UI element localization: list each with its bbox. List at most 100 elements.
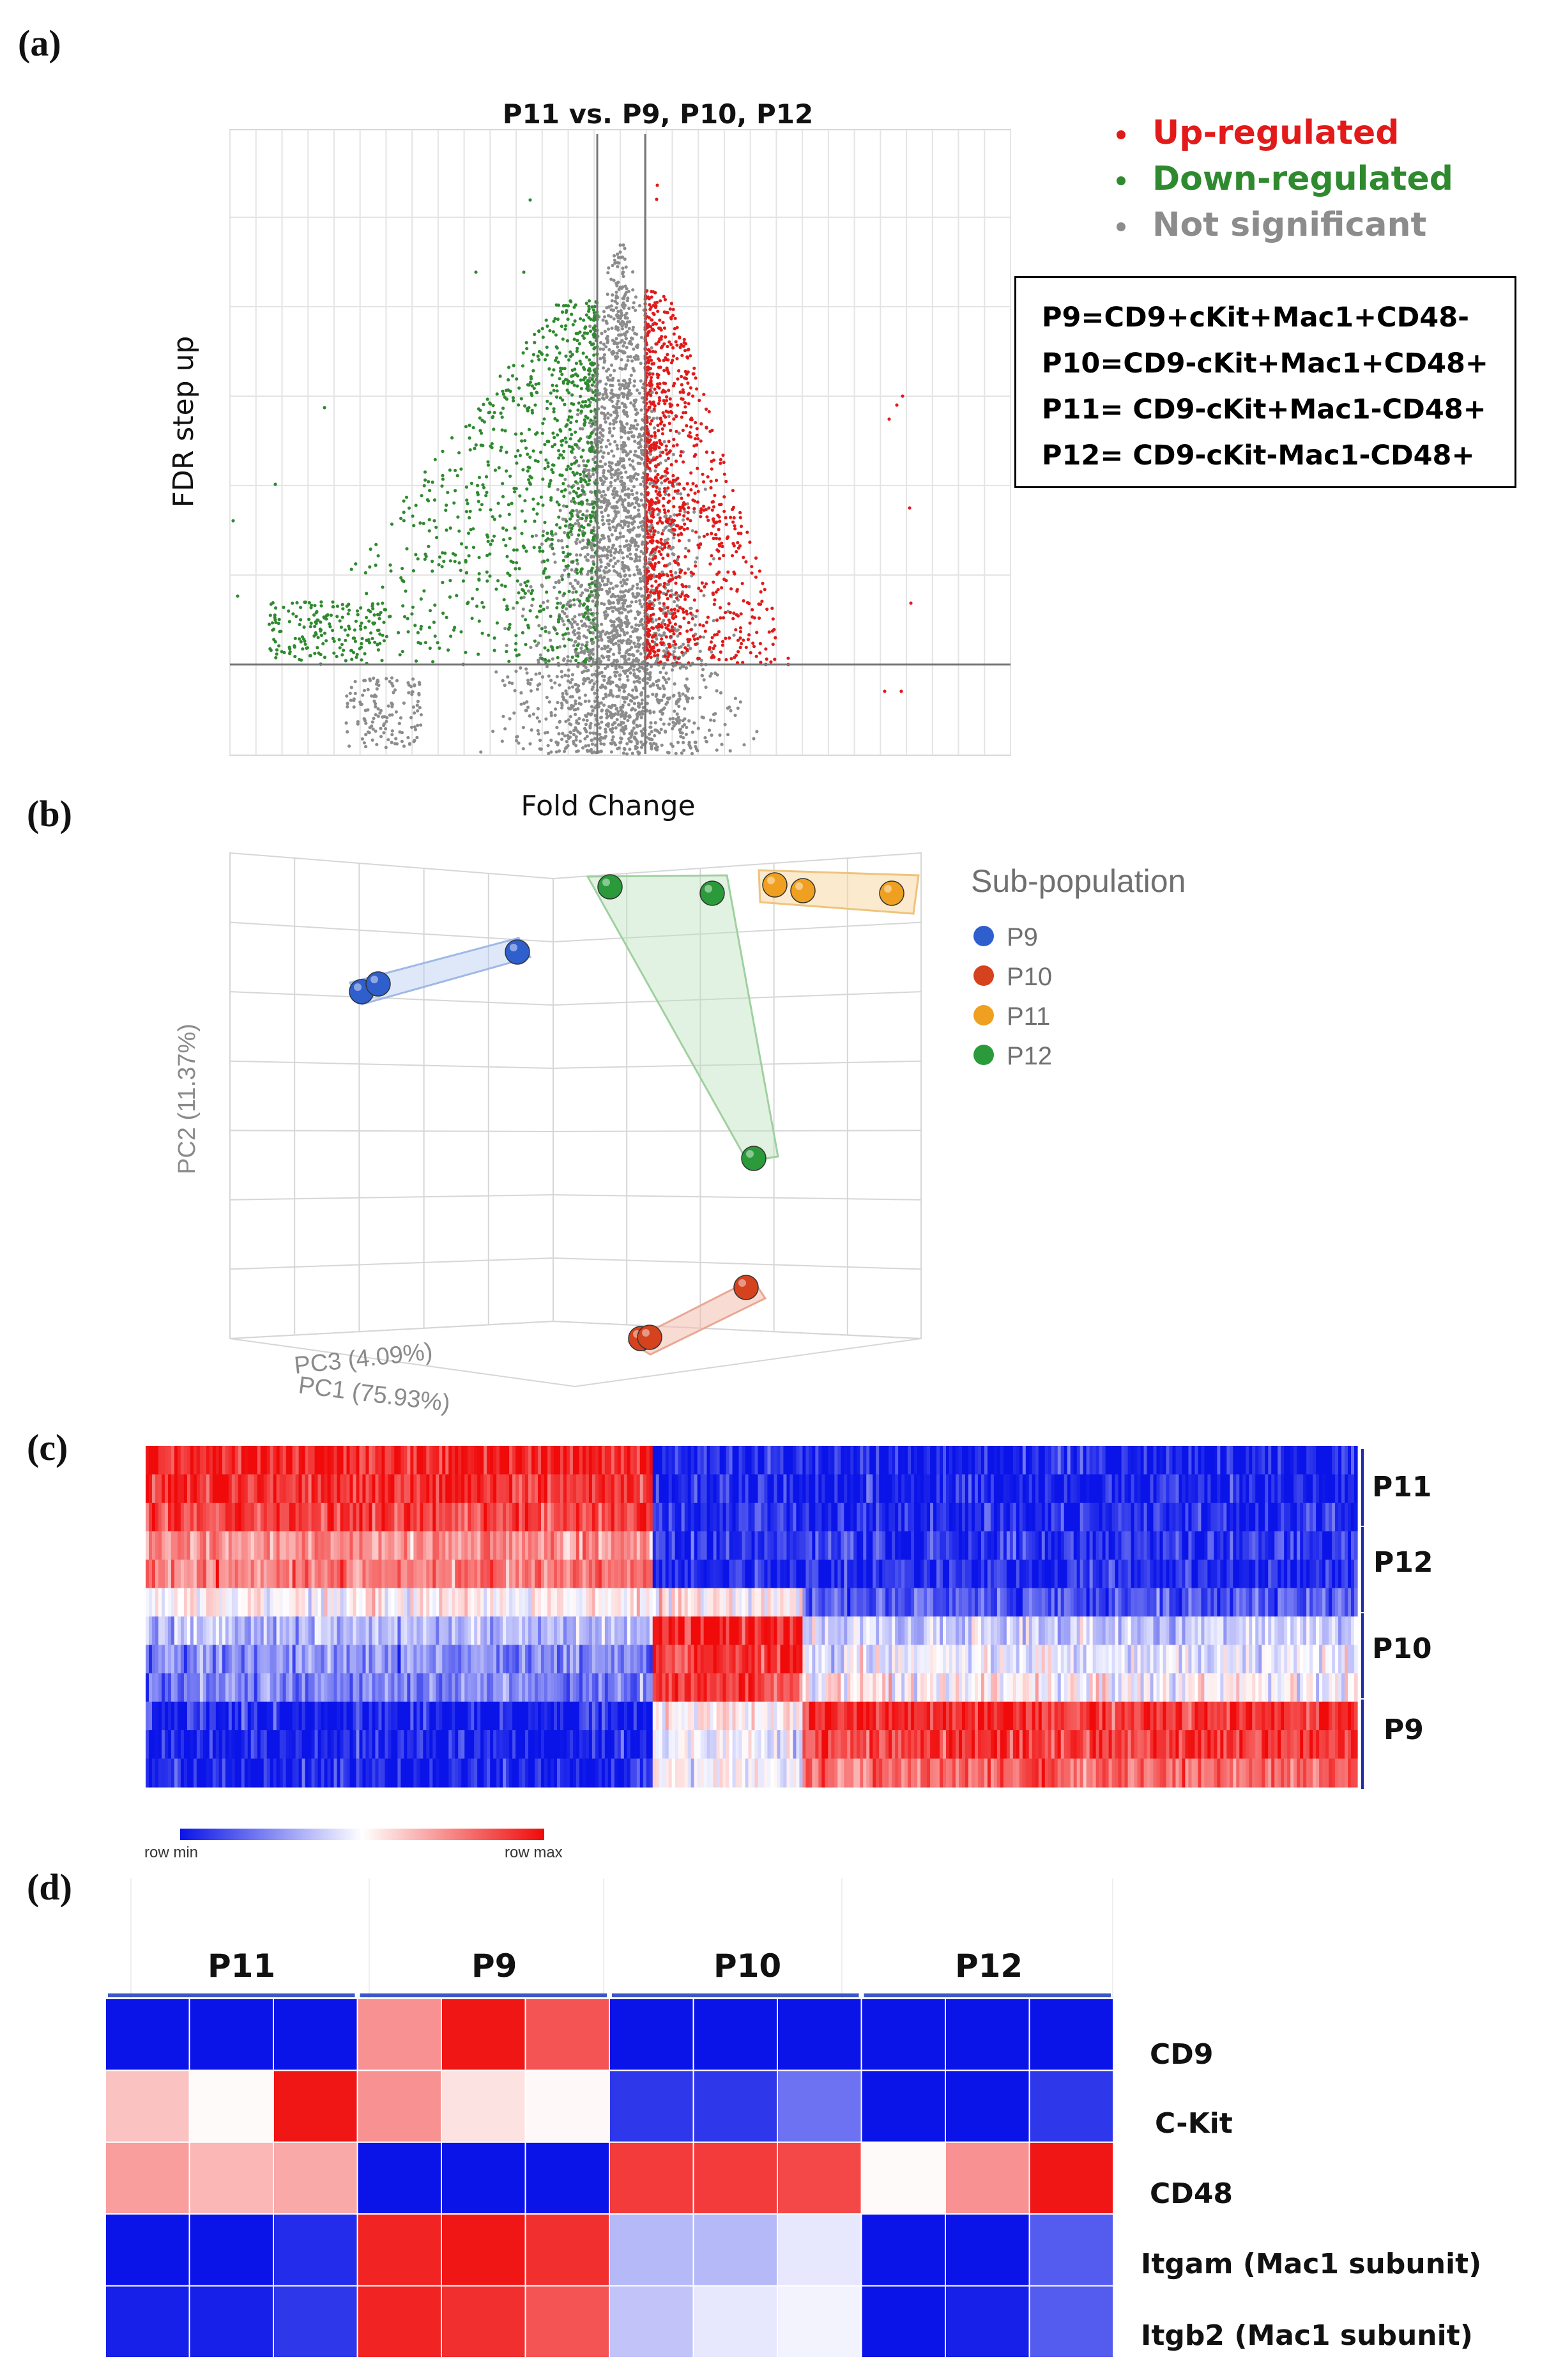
volcano-point bbox=[684, 686, 688, 689]
volcano-point bbox=[639, 652, 643, 656]
volcano-point bbox=[576, 652, 580, 656]
volcano-point bbox=[582, 526, 586, 530]
volcano-point bbox=[688, 431, 692, 434]
volcano-point bbox=[571, 617, 575, 621]
volcano-point bbox=[582, 718, 586, 722]
volcano-point bbox=[584, 714, 588, 718]
volcano-point bbox=[640, 605, 644, 609]
volcano-point bbox=[448, 579, 452, 583]
volcano-point bbox=[607, 522, 611, 526]
volcano-point bbox=[503, 584, 507, 588]
volcano-point bbox=[624, 291, 629, 295]
volcano-point bbox=[621, 526, 625, 530]
volcano-point bbox=[524, 618, 528, 622]
volcano-point bbox=[683, 522, 687, 526]
volcano-point bbox=[711, 592, 715, 596]
volcano-point bbox=[328, 622, 332, 626]
volcano-point bbox=[587, 316, 591, 319]
volcano-point bbox=[671, 473, 675, 478]
volcano-point bbox=[448, 468, 452, 472]
volcano-point bbox=[657, 402, 660, 406]
volcano-point bbox=[651, 511, 655, 514]
volcano-point bbox=[474, 443, 478, 447]
volcano-point bbox=[370, 738, 374, 742]
volcano-point bbox=[544, 318, 548, 322]
volcano-point bbox=[616, 573, 620, 577]
volcano-point bbox=[708, 429, 712, 433]
volcano-point bbox=[635, 717, 639, 721]
volcano-point bbox=[646, 654, 650, 657]
volcano-point bbox=[476, 493, 480, 496]
volcano-point bbox=[538, 672, 542, 675]
volcano-point bbox=[713, 633, 717, 637]
volcano-point bbox=[584, 519, 588, 523]
volcano-point bbox=[521, 614, 524, 618]
volcano-point bbox=[702, 534, 706, 538]
volcano-point bbox=[703, 629, 707, 633]
volcano-point bbox=[555, 389, 559, 393]
volcano-point bbox=[386, 738, 390, 742]
volcano-point bbox=[575, 568, 579, 572]
volcano-point bbox=[668, 340, 671, 344]
volcano-point bbox=[346, 730, 349, 733]
volcano-point bbox=[650, 574, 653, 578]
volcano-point bbox=[570, 393, 574, 397]
volcano-point bbox=[682, 514, 686, 518]
volcano-point bbox=[629, 401, 633, 405]
volcano-point bbox=[558, 453, 562, 457]
volcano-point bbox=[410, 693, 414, 696]
volcano-point bbox=[488, 552, 492, 556]
volcano-point bbox=[627, 457, 632, 461]
volcano-point bbox=[680, 496, 683, 500]
volcano-point bbox=[667, 493, 671, 497]
volcano-point bbox=[599, 546, 603, 550]
volcano-point bbox=[354, 619, 358, 623]
volcano-point bbox=[680, 353, 684, 357]
volcano-point bbox=[709, 479, 713, 483]
volcano-point bbox=[689, 571, 693, 574]
volcano-point bbox=[615, 718, 619, 721]
volcano-point bbox=[653, 633, 657, 637]
volcano-point bbox=[650, 434, 653, 438]
volcano-point bbox=[657, 560, 660, 564]
volcano-point bbox=[649, 529, 653, 533]
volcano-point bbox=[677, 574, 681, 578]
volcano-point bbox=[554, 750, 558, 754]
volcano-point bbox=[505, 450, 508, 454]
volcano-point bbox=[625, 422, 629, 426]
volcano-point bbox=[622, 569, 626, 573]
volcano-point bbox=[546, 599, 550, 603]
volcano-point bbox=[590, 638, 593, 641]
volcano-point bbox=[567, 718, 570, 722]
volcano-point bbox=[561, 504, 566, 508]
volcano-point bbox=[522, 595, 526, 599]
volcano-point bbox=[682, 337, 686, 342]
volcano-point bbox=[658, 399, 662, 403]
volcano-point bbox=[566, 418, 570, 422]
volcano-point bbox=[599, 479, 603, 482]
volcano-point bbox=[627, 431, 630, 434]
volcano-point bbox=[660, 542, 664, 546]
volcano-point bbox=[649, 656, 653, 659]
volcano-point bbox=[757, 602, 761, 606]
volcano-point bbox=[669, 573, 674, 577]
volcano-point bbox=[614, 306, 618, 310]
volcano-point bbox=[635, 695, 639, 699]
volcano-point bbox=[537, 381, 541, 386]
volcano-point bbox=[561, 304, 566, 308]
volcano-point bbox=[622, 732, 626, 735]
volcano-point bbox=[718, 606, 722, 610]
volcano-point bbox=[627, 548, 630, 552]
volcano-point bbox=[622, 408, 626, 412]
volcano-point bbox=[617, 498, 621, 502]
volcano-point bbox=[614, 505, 618, 509]
volcano-point bbox=[663, 654, 667, 658]
volcano-point bbox=[477, 619, 481, 623]
volcano-point bbox=[606, 488, 610, 491]
volcano-point bbox=[411, 514, 415, 518]
volcano-point bbox=[668, 544, 671, 548]
volcano-point bbox=[561, 610, 565, 613]
volcano-point bbox=[625, 539, 629, 543]
volcano-point bbox=[653, 591, 657, 595]
volcano-point bbox=[578, 427, 583, 431]
